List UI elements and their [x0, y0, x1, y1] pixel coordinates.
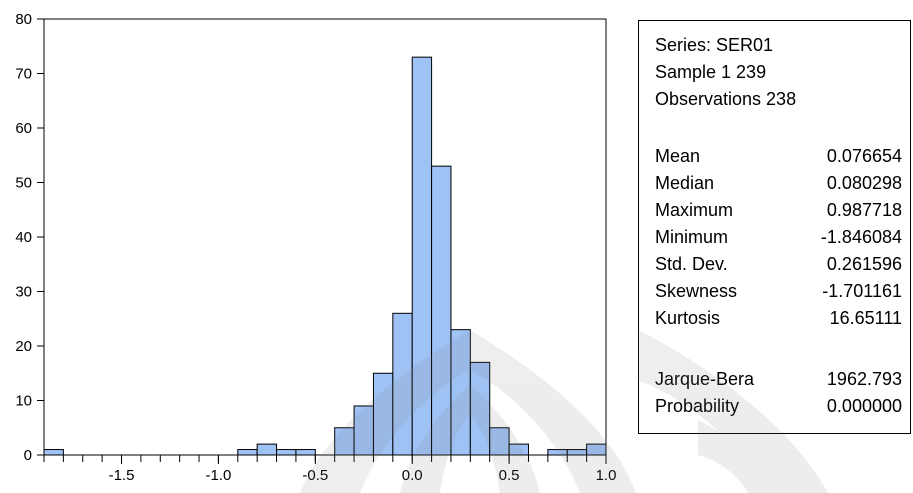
stat-value: 0.080298 — [826, 173, 902, 193]
stat-row: Median 0.080298 — [655, 173, 902, 199]
x-tick-label: -1.0 — [205, 467, 231, 484]
stat-row: Minimum -1.846084 — [655, 227, 902, 253]
observations-count: Observations 238 — [655, 89, 797, 109]
stat-row: Mean 0.076654 — [655, 146, 902, 172]
stat-value: 0.261596 — [826, 254, 902, 274]
y-tick-label: 20 — [15, 338, 32, 355]
histogram-bar — [237, 449, 258, 456]
y-tick-label: 70 — [15, 66, 32, 83]
descriptive-stats-panel: Series: SER01 Sample 1 239 Observations … — [638, 20, 911, 434]
x-axis: -1.5 -1.0 -0.5 0.0 0.5 1.0 — [43, 455, 617, 484]
stat-value: -1.846084 — [820, 227, 902, 247]
y-axis: 0 10 20 30 40 50 60 70 80 — [15, 11, 44, 464]
y-tick-label: 80 — [15, 11, 32, 28]
histogram-bar — [295, 449, 316, 456]
y-tick-label: 30 — [15, 284, 32, 301]
histogram-bar — [256, 443, 278, 456]
stat-row: Jarque-Bera 1962.793 — [655, 369, 902, 395]
x-tick-label: -0.5 — [302, 467, 328, 484]
x-tick-label: 0.5 — [499, 467, 520, 484]
sample-range: Sample 1 239 — [655, 62, 767, 82]
stat-row: Skewness -1.701161 — [655, 281, 902, 307]
stat-value: 0.987718 — [826, 200, 902, 220]
stat-row: Kurtosis 16.65111 — [655, 308, 902, 334]
stat-value: 0.076654 — [826, 146, 902, 166]
series-name: Series: SER01 — [655, 35, 774, 55]
y-tick-label: 40 — [15, 229, 32, 246]
x-tick-label: -1.5 — [109, 467, 135, 484]
stat-value: -1.701161 — [822, 281, 902, 301]
stat-label: Mean — [655, 146, 701, 166]
stat-value: 0.000000 — [826, 396, 902, 416]
watermark-graphic — [300, 330, 636, 493]
stat-value: 1962.793 — [826, 369, 902, 389]
stat-label: Maximum — [655, 200, 734, 220]
y-tick-label: 0 — [24, 447, 32, 464]
stat-row: Maximum 0.987718 — [655, 200, 902, 226]
stat-row: Probability 0.000000 — [655, 396, 902, 422]
stat-label: Probability — [655, 396, 740, 416]
stat-value: 16.65111 — [829, 308, 902, 328]
x-tick-label: 0.0 — [402, 467, 423, 484]
stat-label: Std. Dev. — [655, 254, 728, 274]
stat-label: Kurtosis — [655, 308, 721, 328]
x-tick-label: 1.0 — [596, 467, 617, 484]
stat-row: Std. Dev. 0.261596 — [655, 254, 902, 280]
histogram-bar — [276, 449, 297, 456]
y-tick-label: 50 — [15, 175, 32, 192]
histogram-bar — [43, 449, 64, 456]
y-tick-label: 60 — [15, 120, 32, 137]
stat-label: Median — [655, 173, 715, 193]
bars-group — [43, 56, 607, 456]
y-tick-label: 10 — [15, 393, 32, 410]
stat-label: Jarque-Bera — [655, 369, 755, 389]
stat-label: Minimum — [655, 227, 729, 247]
histogram-chart: 0 10 20 30 40 50 60 70 80 -1.5 -1.0 -0.5 0.0 0.5 1.0 — [15, 11, 636, 493]
stat-label: Skewness — [655, 281, 738, 301]
